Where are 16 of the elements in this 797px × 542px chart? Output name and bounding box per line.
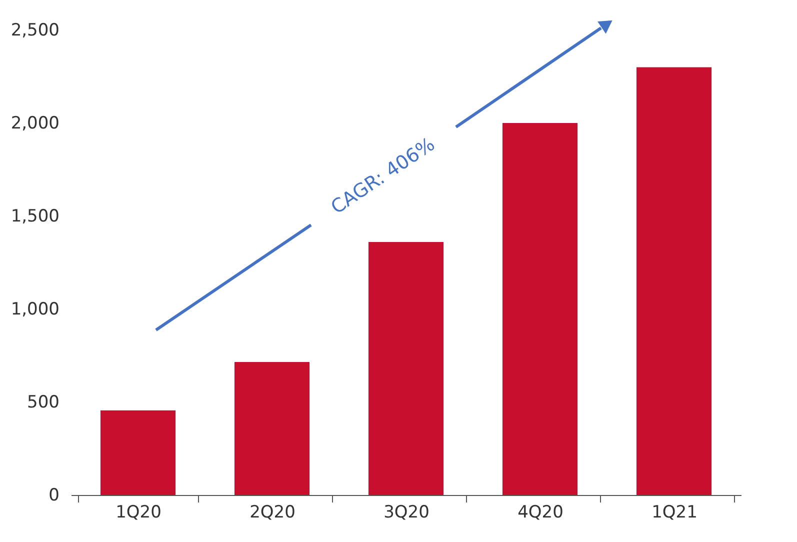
bar	[368, 242, 444, 495]
bar	[234, 362, 310, 495]
bar	[502, 123, 578, 495]
x-tick-label: 4Q20	[518, 502, 564, 522]
y-tick-label: 2,000	[10, 114, 60, 134]
y-tick-label: 2,500	[10, 20, 60, 40]
x-tick-label: 2Q20	[250, 502, 296, 522]
y-tick-label: 0	[48, 486, 60, 506]
x-tick-label: 3Q20	[384, 502, 430, 522]
bar	[100, 410, 176, 495]
x-tick-label: 1Q20	[116, 502, 162, 522]
y-tick-label: 1,500	[10, 206, 60, 226]
x-tick-label: 1Q21	[652, 502, 698, 522]
bar	[636, 67, 712, 495]
y-tick-label: 1,000	[10, 300, 60, 320]
y-tick-label: 500	[27, 392, 60, 412]
